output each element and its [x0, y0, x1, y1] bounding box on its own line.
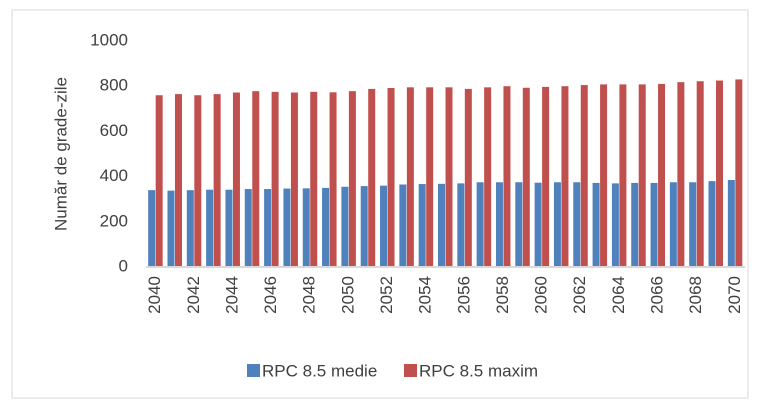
bar [553, 182, 561, 267]
legend-label: RPC 8.5 medie [262, 361, 377, 380]
bar [631, 182, 639, 267]
bar [322, 187, 330, 267]
x-tick-label: 2040 [145, 276, 164, 314]
bar [225, 189, 233, 267]
bar [484, 87, 492, 267]
legend-swatch [247, 364, 260, 377]
bar [155, 95, 163, 268]
bar [341, 186, 349, 267]
bar [696, 81, 704, 267]
bar [534, 182, 542, 267]
bar [592, 182, 600, 267]
x-tick-label: 2050 [338, 276, 357, 314]
bar [406, 87, 414, 267]
x-tick-label: 2066 [648, 276, 667, 314]
bar [244, 189, 252, 267]
y-tick-label: 1000 [90, 30, 128, 49]
bar [503, 86, 511, 267]
bar [522, 87, 530, 267]
bar [515, 182, 523, 267]
bar [186, 190, 194, 267]
bar [677, 82, 685, 267]
bar [302, 188, 310, 267]
bar [310, 91, 318, 267]
bar [418, 184, 426, 267]
y-tick-label: 800 [100, 76, 128, 95]
x-tick-label: 2054 [416, 276, 435, 314]
bar [445, 87, 453, 267]
x-tick-label: 2052 [377, 276, 396, 314]
bar [252, 91, 260, 267]
bar [561, 86, 569, 267]
x-tick-label: 2062 [570, 276, 589, 314]
bar [213, 94, 221, 267]
x-tick-label: 2058 [493, 276, 512, 314]
y-tick-label: 400 [100, 166, 128, 185]
x-tick-label: 2046 [261, 276, 280, 314]
y-tick-label: 200 [100, 211, 128, 230]
bar [329, 92, 337, 267]
x-tick-label: 2056 [454, 276, 473, 314]
bar [464, 88, 472, 267]
bar [638, 84, 646, 267]
x-tick-label: 2068 [686, 276, 705, 314]
y-tick-label: 600 [100, 121, 128, 140]
bar [476, 182, 484, 267]
x-tick-label: 2042 [184, 276, 203, 314]
bar [167, 190, 175, 267]
bar [438, 183, 445, 267]
bar [573, 182, 581, 267]
bar [658, 83, 666, 267]
bar [174, 94, 182, 267]
bar [290, 92, 298, 267]
bar [600, 84, 608, 267]
x-tick-label: 2060 [532, 276, 551, 314]
y-axis-label: Număr de grade-zile [51, 77, 70, 231]
legend-label: RPC 8.5 maxim [419, 361, 538, 380]
bar [669, 182, 677, 267]
bar [580, 85, 588, 267]
x-tick-label: 2048 [300, 276, 319, 314]
bar [727, 179, 735, 267]
bar [232, 92, 240, 267]
bar [457, 183, 465, 267]
bar [542, 86, 550, 268]
bar [148, 190, 156, 267]
bar [264, 189, 272, 267]
bar [689, 182, 697, 267]
bar [708, 181, 716, 267]
x-tick-label: 2070 [725, 276, 744, 314]
bar [716, 80, 724, 267]
bar [611, 183, 619, 267]
bar [348, 91, 356, 267]
legend-swatch [404, 364, 417, 377]
bar [283, 188, 291, 267]
bar [368, 88, 376, 267]
bar [387, 88, 395, 268]
bar [206, 189, 214, 267]
bar [650, 182, 658, 267]
bar [495, 182, 503, 267]
x-tick-label: 2064 [609, 276, 628, 314]
x-tick-label: 2044 [222, 276, 241, 314]
bar [271, 91, 279, 267]
bar [619, 84, 627, 267]
bar [426, 87, 434, 267]
bar [399, 184, 407, 267]
bar [735, 79, 743, 267]
bar [380, 185, 388, 267]
bar [360, 186, 368, 267]
y-tick-label: 0 [119, 256, 128, 275]
chart-frame [11, 9, 749, 399]
bar [194, 95, 202, 268]
